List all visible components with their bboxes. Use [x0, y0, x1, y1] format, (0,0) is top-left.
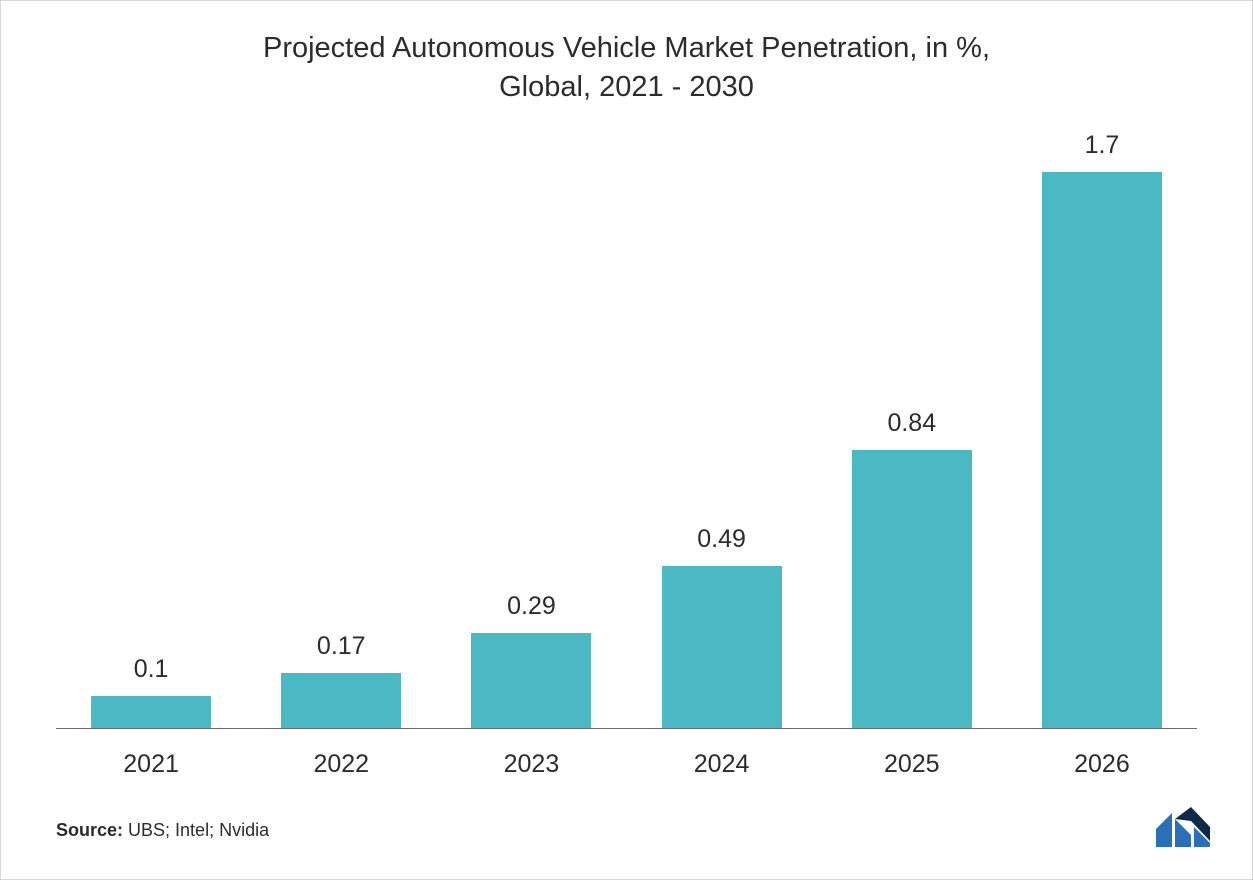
x-axis-label: 2023	[436, 750, 626, 779]
chart-title-line1: Projected Autonomous Vehicle Market Pene…	[1, 29, 1252, 68]
x-axis-labels: 202120222023202420252026	[56, 750, 1197, 779]
bar-group: 1.7	[1007, 131, 1197, 729]
bar-value-label: 0.84	[887, 409, 936, 438]
brand-logo-icon	[1156, 807, 1210, 847]
x-axis-label: 2026	[1007, 750, 1197, 779]
x-axis-label: 2022	[246, 750, 436, 779]
x-axis-baseline	[56, 728, 1197, 729]
source-label: Source:	[56, 820, 123, 840]
source-text: UBS; Intel; Nvidia	[123, 820, 269, 840]
chart-title-line2: Global, 2021 - 2030	[1, 68, 1252, 107]
bar-group: 0.49	[627, 131, 817, 729]
bar	[852, 450, 972, 729]
bar-value-label: 0.49	[697, 525, 746, 554]
bar-value-label: 0.29	[507, 592, 556, 621]
chart-container: Projected Autonomous Vehicle Market Pene…	[0, 0, 1253, 880]
x-axis-label: 2024	[627, 750, 817, 779]
bar	[91, 696, 211, 729]
x-axis-label: 2021	[56, 750, 246, 779]
bar	[471, 633, 591, 729]
bar-group: 0.84	[817, 131, 1007, 729]
bar	[1042, 172, 1162, 729]
bars-row: 0.1 0.17 0.29 0.49 0.84 1.7	[56, 131, 1197, 729]
bar-value-label: 0.17	[317, 632, 366, 661]
chart-title: Projected Autonomous Vehicle Market Pene…	[1, 1, 1252, 107]
plot-area: 0.1 0.17 0.29 0.49 0.84 1.7	[56, 131, 1197, 729]
bar-value-label: 1.7	[1085, 131, 1120, 160]
bar-group: 0.29	[436, 131, 626, 729]
bar-group: 0.1	[56, 131, 246, 729]
x-axis-label: 2025	[817, 750, 1007, 779]
source-line: Source: UBS; Intel; Nvidia	[56, 820, 269, 841]
bar	[662, 566, 782, 729]
bar-group: 0.17	[246, 131, 436, 729]
bar	[281, 673, 401, 729]
bar-value-label: 0.1	[134, 655, 169, 684]
